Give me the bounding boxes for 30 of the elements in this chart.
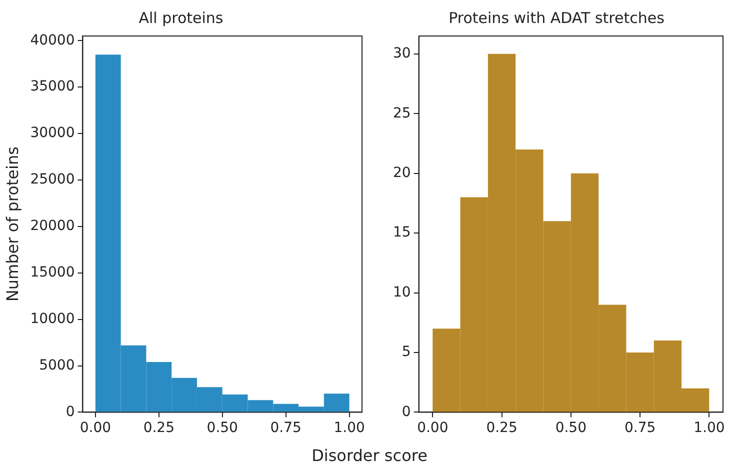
x-tick-label: 0.25 [486,420,518,436]
y-tick-label: 20000 [30,218,75,234]
y-tick-label: 0 [66,404,75,420]
y-tick-label: 5000 [39,357,75,374]
x-axis-title: Disorder score [310,446,428,465]
y-tick-label: 5 [402,344,411,360]
x-tick-label: 0.50 [555,420,586,436]
y-tick-label: 15000 [30,264,75,281]
y-tick-label: 15 [392,224,411,241]
chart-title: All proteins [138,8,224,27]
y-tick-label: 30000 [30,125,75,142]
y-tick-label: 0 [402,404,411,420]
x-tick-label: 0.25 [143,420,174,436]
y-tick-label: 30 [392,46,411,62]
y-tick-label: 40000 [30,32,75,48]
x-tick-label: 0.00 [80,420,112,436]
x-tick-label: 0.75 [624,420,656,436]
y-tick-label: 20 [392,164,411,181]
y-tick-label: 25000 [30,172,75,188]
chart-title: Proteins with ADAT stretches [448,8,665,27]
y-tick-label: 10000 [30,310,75,327]
y-axis-title: Number of proteins [2,146,22,302]
x-tick-label: 0.00 [417,420,448,436]
x-tick-label: 1.00 [334,420,365,436]
x-tick-label: 0.50 [206,420,238,436]
x-tick-label: 1.00 [694,420,725,436]
y-tick-label: 35000 [30,78,75,95]
y-tick-label: 25 [392,105,411,122]
y-tick-label: 10 [392,284,411,300]
x-tick-label: 0.75 [270,420,302,436]
